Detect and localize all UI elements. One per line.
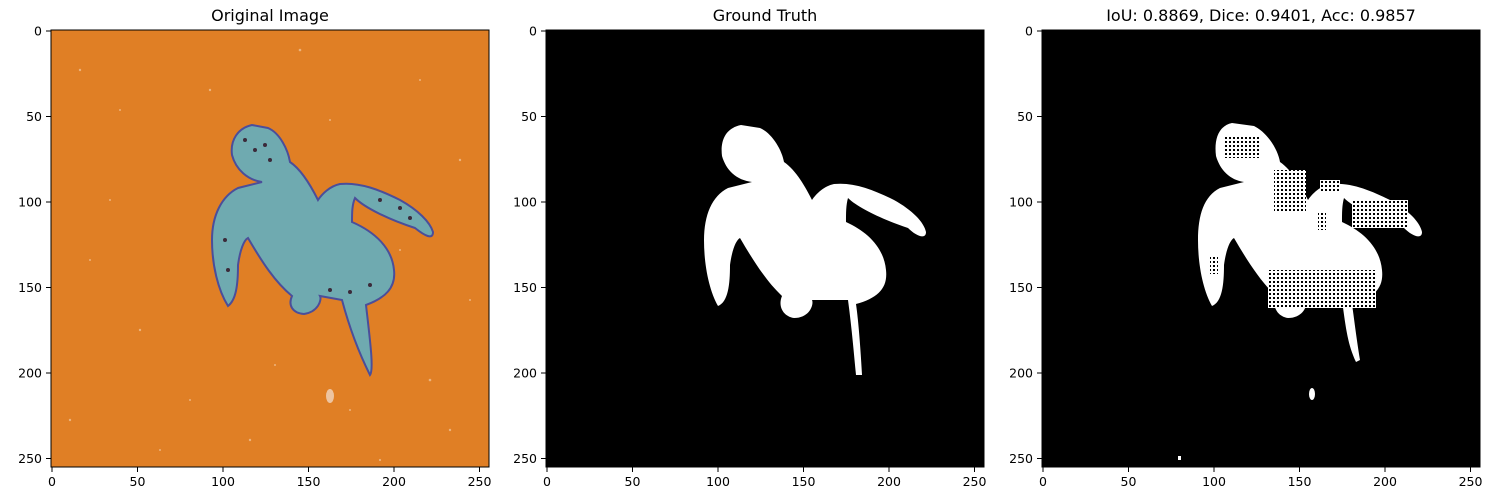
x-tick-label: 100 (1202, 474, 1226, 489)
x-axis: 0 50 100 150 200 250 (1039, 467, 1482, 489)
x-tick-label: 50 (625, 474, 641, 489)
x-tick-label: 0 (543, 474, 551, 489)
x-tick-label: 100 (706, 474, 730, 489)
turtle-shape (210, 123, 435, 377)
x-tick-label: 50 (130, 474, 146, 489)
particle-blob (326, 389, 334, 403)
x-tick-label: 0 (1039, 474, 1047, 489)
y-tick-label: 200 (1009, 366, 1033, 381)
y-axis: 0 50 100 150 200 250 (1009, 24, 1042, 466)
x-tick-label: 250 (963, 474, 987, 489)
x-tick-label: 0 (48, 474, 56, 489)
axes-frame (545, 29, 985, 468)
prediction-panel: IoU: 0.8869, Dice: 0.9401, Acc: 0.9857 (992, 0, 1492, 500)
prediction-plot: IoU: 0.8869, Dice: 0.9401, Acc: 0.9857 (1009, 6, 1482, 489)
y-tick-label: 100 (513, 195, 537, 210)
image-area (546, 30, 984, 467)
y-tick-label: 150 (513, 280, 537, 295)
y-axis: 0 50 100 150 200 250 (513, 24, 546, 466)
y-tick-label: 200 (513, 366, 537, 381)
false-positive-blob (1309, 388, 1315, 400)
ground-truth-panel: Ground Truth 0 50 100 150 200 250 (496, 0, 996, 500)
y-tick-label: 0 (1025, 24, 1033, 39)
image-area (51, 30, 489, 467)
y-tick-label: 250 (513, 451, 537, 466)
y-tick-label: 50 (1017, 109, 1033, 124)
y-tick-label: 150 (18, 280, 42, 295)
y-tick-label: 250 (1009, 451, 1033, 466)
x-axis: 0 50 100 150 200 250 (48, 467, 491, 489)
original-image-plot: Original Image (18, 6, 491, 489)
false-positive-speck (1178, 456, 1181, 460)
original-image-panel: Original Image (0, 0, 500, 500)
y-tick-label: 50 (26, 109, 42, 124)
image-area (1042, 30, 1480, 467)
x-tick-label: 250 (1459, 474, 1483, 489)
y-tick-label: 150 (1009, 280, 1033, 295)
x-tick-label: 200 (1373, 474, 1397, 489)
predicted-mask (1198, 123, 1422, 362)
y-tick-label: 100 (1009, 195, 1033, 210)
axes-frame (1041, 29, 1481, 468)
particle-speckles (68, 48, 471, 462)
x-axis: 0 50 100 150 200 250 (543, 467, 986, 489)
x-tick-label: 50 (1121, 474, 1137, 489)
y-tick-label: 200 (18, 366, 42, 381)
x-tick-label: 200 (382, 474, 406, 489)
ground-truth-plot: Ground Truth 0 50 100 150 200 250 (513, 6, 986, 489)
x-tick-label: 150 (1288, 474, 1312, 489)
x-tick-label: 200 (877, 474, 901, 489)
prediction-holes (1210, 136, 1408, 308)
y-tick-label: 0 (529, 24, 537, 39)
y-tick-label: 0 (34, 24, 42, 39)
turtle-markings (223, 138, 412, 294)
y-axis: 0 50 100 150 200 250 (18, 24, 51, 466)
x-tick-label: 150 (297, 474, 321, 489)
x-tick-label: 100 (211, 474, 235, 489)
y-tick-label: 250 (18, 451, 42, 466)
y-tick-label: 50 (521, 109, 537, 124)
x-tick-label: 150 (792, 474, 816, 489)
plot-title: Ground Truth (713, 6, 818, 25)
y-tick-label: 100 (18, 195, 42, 210)
ground-truth-mask (704, 125, 926, 375)
plot-title: Original Image (211, 6, 329, 25)
axes-frame (50, 29, 490, 468)
plot-title: IoU: 0.8869, Dice: 0.9401, Acc: 0.9857 (1106, 6, 1416, 25)
x-tick-label: 250 (468, 474, 492, 489)
